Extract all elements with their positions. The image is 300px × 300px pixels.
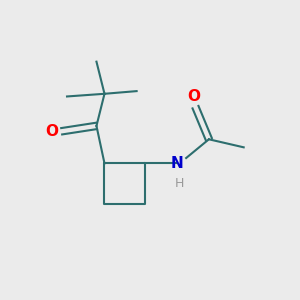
Text: O: O — [45, 124, 58, 139]
Text: O: O — [188, 89, 201, 104]
Text: H: H — [175, 177, 184, 190]
Text: N: N — [170, 156, 183, 171]
